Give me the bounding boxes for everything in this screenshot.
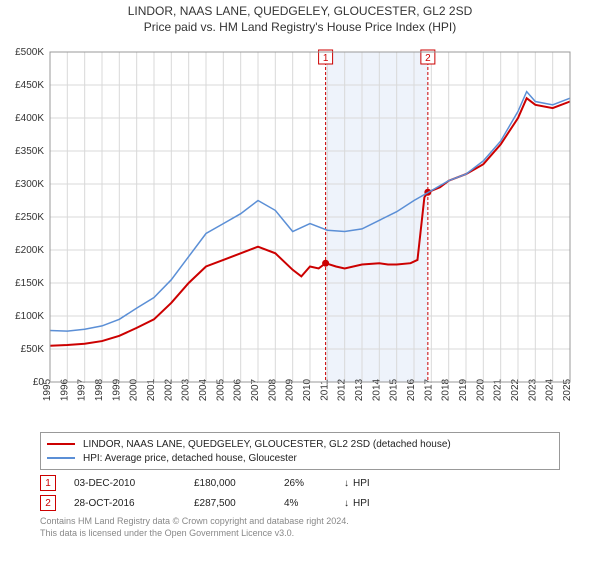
svg-text:£350K: £350K: [15, 146, 44, 157]
event-pct: 4%: [284, 498, 344, 509]
svg-text:£500K: £500K: [15, 47, 44, 58]
down-arrow-icon: ↓: [344, 478, 349, 489]
event-price: £287,500: [194, 498, 284, 509]
legend-item: HPI: Average price, detached house, Glou…: [47, 451, 553, 465]
event-number: 2: [45, 498, 51, 509]
event-marker-box: 1: [40, 475, 56, 491]
attribution-line: Contains HM Land Registry data © Crown c…: [40, 516, 560, 528]
svg-text:£400K: £400K: [15, 113, 44, 124]
legend-label: LINDOR, NAAS LANE, QUEDGELEY, GLOUCESTER…: [83, 439, 451, 450]
event-price: £180,000: [194, 478, 284, 489]
event-date: 28-OCT-2016: [74, 498, 194, 509]
page-subtitle: Price paid vs. HM Land Registry's House …: [0, 20, 600, 34]
attribution-line: This data is licensed under the Open Gov…: [40, 528, 560, 540]
legend-label: HPI: Average price, detached house, Glou…: [83, 453, 297, 464]
svg-text:£300K: £300K: [15, 179, 44, 190]
event-row: 2 28-OCT-2016 £287,500 4% ↓ HPI: [40, 494, 560, 512]
event-marker-box: 2: [40, 495, 56, 511]
svg-text:£200K: £200K: [15, 245, 44, 256]
event-pct: 26%: [284, 478, 344, 489]
legend-swatch: [47, 443, 75, 445]
legend-item: LINDOR, NAAS LANE, QUEDGELEY, GLOUCESTER…: [47, 437, 553, 451]
event-vs: HPI: [353, 478, 370, 489]
event-date: 03-DEC-2010: [74, 478, 194, 489]
price-chart: £0£50K£100K£150K£200K£250K£300K£350K£400…: [0, 46, 600, 426]
svg-text:£50K: £50K: [21, 344, 45, 355]
svg-text:£450K: £450K: [15, 80, 44, 91]
event-row: 1 03-DEC-2010 £180,000 26% ↓ HPI: [40, 474, 560, 492]
svg-text:2: 2: [425, 53, 431, 64]
legend-swatch: [47, 457, 75, 459]
svg-text:£150K: £150K: [15, 278, 44, 289]
svg-text:1: 1: [323, 53, 329, 64]
down-arrow-icon: ↓: [344, 498, 349, 509]
legend: LINDOR, NAAS LANE, QUEDGELEY, GLOUCESTER…: [40, 432, 560, 470]
svg-text:£100K: £100K: [15, 311, 44, 322]
attribution: Contains HM Land Registry data © Crown c…: [40, 516, 560, 539]
event-number: 1: [45, 478, 51, 489]
page-title: LINDOR, NAAS LANE, QUEDGELEY, GLOUCESTER…: [0, 4, 600, 18]
svg-text:£250K: £250K: [15, 212, 44, 223]
event-table: 1 03-DEC-2010 £180,000 26% ↓ HPI 2 28-OC…: [40, 472, 560, 512]
event-vs: HPI: [353, 498, 370, 509]
